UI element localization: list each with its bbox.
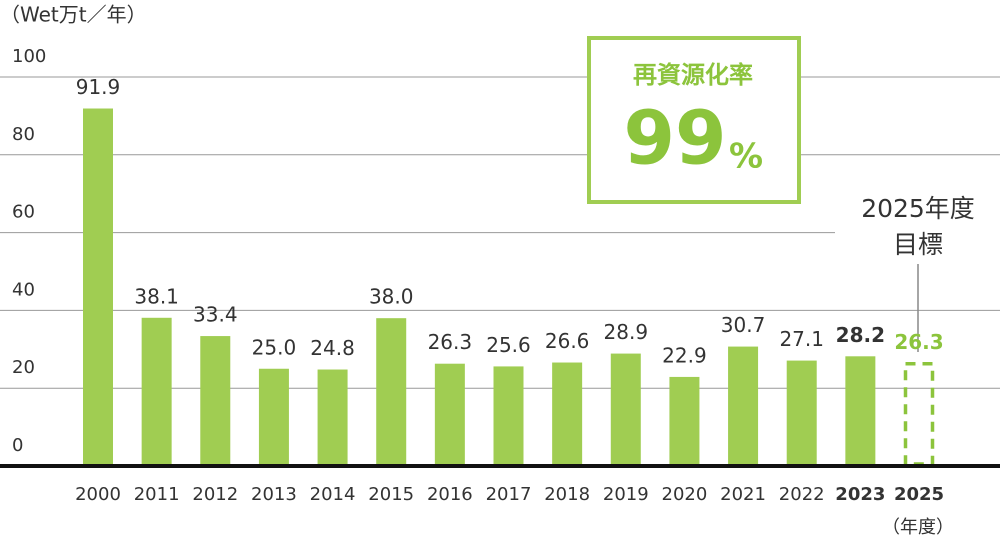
value-label: 33.4 <box>193 303 238 327</box>
y-tick-label: 20 <box>12 357 35 378</box>
value-label: 91.9 <box>76 75 121 99</box>
rate-box <box>587 36 801 204</box>
x-tick-label: 2025 <box>894 484 944 505</box>
bar <box>376 318 407 466</box>
x-tick-label: 2023 <box>835 484 885 505</box>
x-tick-label: 2014 <box>310 484 356 505</box>
value-label: 38.1 <box>134 284 179 308</box>
x-tick-label: 2017 <box>486 484 532 505</box>
x-tick-label: 2013 <box>251 484 297 505</box>
x-tick-label: 2018 <box>544 484 590 505</box>
rate-unit: % <box>729 137 763 177</box>
value-label: 38.0 <box>369 285 414 309</box>
value-label: 28.2 <box>836 323 885 347</box>
value-label: 25.6 <box>486 333 531 357</box>
x-tick-label: 2000 <box>75 484 121 505</box>
x-tick-label: 2012 <box>192 484 238 505</box>
y-axis-label: （Wet万t／年） <box>0 3 147 27</box>
annotation: 目標 <box>893 230 943 259</box>
y-tick-label: 0 <box>12 435 23 456</box>
x-tick-label: 2015 <box>368 484 414 505</box>
bar <box>434 363 465 466</box>
x-tick-label: 2021 <box>720 484 766 505</box>
bar <box>786 360 817 466</box>
value-label: 30.7 <box>721 313 766 337</box>
bar <box>669 376 700 466</box>
x-tick-label: 2011 <box>134 484 180 505</box>
value-label: 22.9 <box>662 343 707 367</box>
value-label: 26.3 <box>894 330 943 354</box>
bar <box>83 108 113 466</box>
bar <box>200 336 231 466</box>
value-label: 26.6 <box>545 329 590 353</box>
bar <box>728 346 759 466</box>
y-tick-label: 40 <box>12 279 35 300</box>
bar <box>493 366 524 466</box>
y-tick-label: 100 <box>12 46 46 67</box>
bar <box>141 317 172 466</box>
rate-value: 99 <box>624 96 727 182</box>
bar <box>317 369 348 466</box>
x-tick-label: 2019 <box>603 484 649 505</box>
value-label: 24.8 <box>310 336 355 360</box>
annotation: 2025年度 <box>861 194 975 223</box>
grid <box>0 76 1000 389</box>
value-label: 28.9 <box>604 320 649 344</box>
value-label: 27.1 <box>779 327 824 351</box>
target-bar <box>903 361 935 466</box>
x-tick-label: 2016 <box>427 484 473 505</box>
value-label: 26.3 <box>428 330 473 354</box>
bar <box>552 362 583 466</box>
annotation-bg <box>835 190 1000 265</box>
y-tick-label: 60 <box>12 202 35 223</box>
y-tick-label: 80 <box>12 124 35 145</box>
bar <box>258 368 289 466</box>
bar <box>610 353 641 466</box>
bar <box>845 356 876 466</box>
x-tick-label: 2020 <box>662 484 708 505</box>
x-tick-label: 2022 <box>779 484 825 505</box>
x-axis-label: （年度） <box>882 517 954 538</box>
value-label: 25.0 <box>252 335 297 359</box>
rate-label: 再資源化率 <box>633 61 753 89</box>
